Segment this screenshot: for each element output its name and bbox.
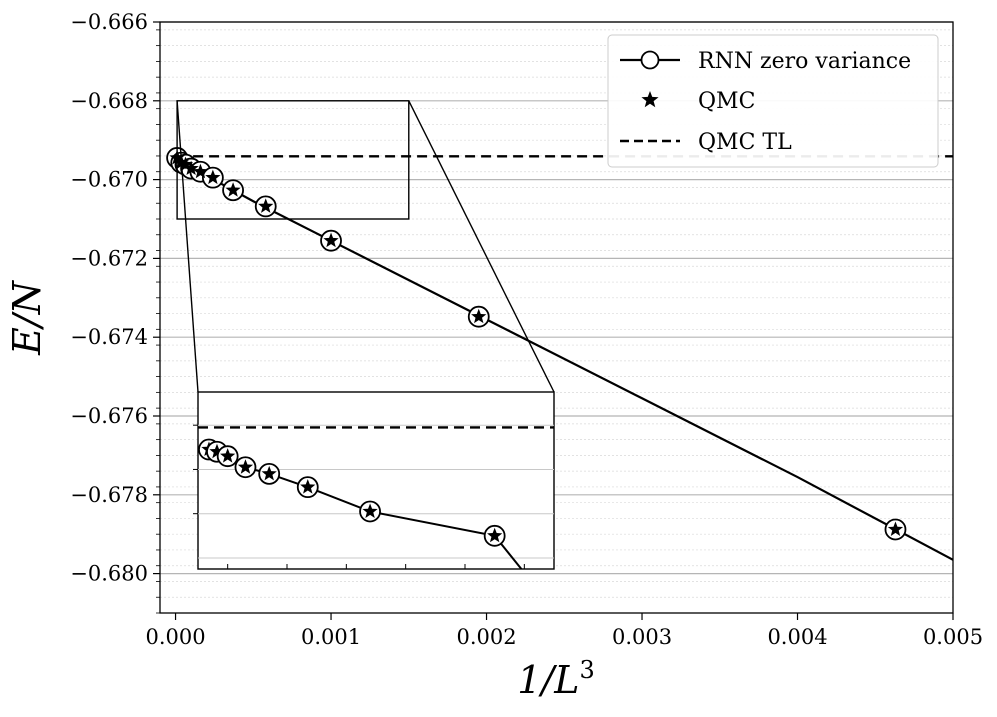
inset-qmc-point (209, 443, 225, 459)
inset-qmc-point (487, 527, 503, 543)
y-tick-label: −0.676 (70, 404, 148, 428)
zoom-rectangle (176, 100, 410, 220)
legend-rnn-circle-icon (640, 50, 660, 70)
y-tick-label: −0.666 (70, 10, 148, 34)
plot-frame (159, 21, 954, 614)
legend-box (607, 34, 939, 168)
x-tick-label: 0.005 (923, 625, 983, 649)
inset (193, 391, 555, 570)
qmc-point (258, 198, 274, 213)
y-tick-label: −0.672 (70, 246, 148, 270)
y-tick-label: −0.670 (70, 168, 148, 192)
zoom-indicator (176, 100, 555, 393)
inset-qmc-point (220, 448, 236, 463)
x-tick-label: 0.001 (301, 625, 361, 649)
x-axis-label-sup: 3 (579, 656, 594, 684)
qmc-point (323, 232, 339, 248)
x-axis-label: 1/L3 (517, 656, 595, 702)
zoom-connector-left (176, 100, 199, 393)
x-axis-label-base: 1/L (517, 658, 579, 702)
x-tick-label: 0.004 (767, 625, 827, 649)
legend-star-icon (641, 91, 659, 108)
inset-qmc-point (237, 459, 254, 474)
legend-label-qmc: QMC (698, 89, 755, 114)
qmc-point (205, 169, 221, 185)
tick-labels: −0.666 −0.668 −0.670 −0.672 −0.674 −0.676 −0.6… (70, 10, 983, 649)
qmc-point (183, 160, 199, 176)
qmc-point (177, 156, 194, 172)
qmc-point (887, 521, 904, 536)
legend: RNN zero variance QMC QMC TL (607, 34, 939, 168)
inset-qmc-point (362, 503, 378, 518)
qmc-point (192, 163, 209, 179)
y-tick-label: −0.678 (70, 483, 148, 507)
legend-label-rnn: RNN zero variance (698, 49, 911, 74)
inset-qmc-point (300, 479, 316, 494)
x-tick-label: 0.002 (456, 625, 516, 649)
legend-label-qmc-tl: QMC TL (698, 130, 792, 155)
y-tick-label: −0.674 (70, 325, 148, 349)
x-tick-label: 0.000 (145, 625, 205, 649)
ticks (153, 21, 954, 620)
zoom-connector-right (408, 100, 555, 393)
qmc-point (225, 182, 241, 197)
y-axis-label: E/N (5, 279, 49, 356)
qmc-point (471, 308, 487, 324)
x-tick-label: 0.003 (612, 625, 672, 649)
inset-qmc-point (261, 465, 277, 481)
y-tick-label: −0.680 (70, 562, 148, 586)
y-tick-label: −0.668 (70, 89, 148, 113)
